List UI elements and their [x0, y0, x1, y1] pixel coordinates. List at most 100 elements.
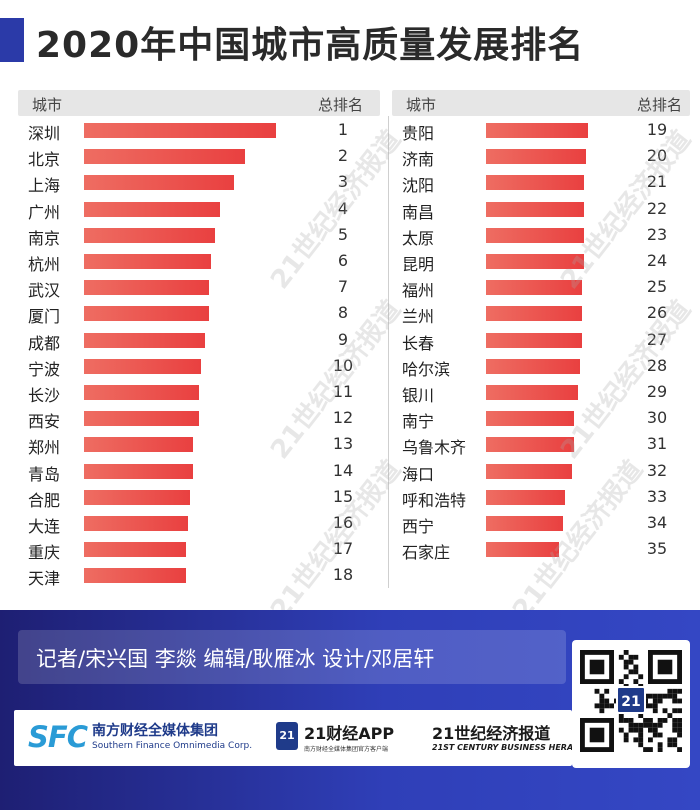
rank-value: 11	[332, 382, 354, 401]
qr-module	[648, 718, 653, 723]
ranking-row: 南宁 30	[392, 406, 690, 432]
city-name: 贵阳	[402, 124, 435, 143]
qr-module	[628, 727, 634, 733]
credits-box: 记者/宋兴国 李燚 编辑/耿雁冰 设计/邓居轩	[18, 630, 566, 684]
score-bar	[84, 516, 188, 531]
qr-module	[643, 722, 648, 728]
qr-module	[652, 708, 658, 714]
ranking-row: 西安 12	[18, 406, 380, 432]
qr-module	[648, 727, 653, 733]
qr-module	[652, 732, 658, 738]
qr-module	[623, 732, 629, 738]
score-bar	[84, 463, 193, 479]
qr-module	[618, 654, 624, 660]
ranking-row: 乌鲁木齐 31	[392, 432, 690, 458]
rank-value: 12	[332, 408, 354, 428]
column-header-city: 城市	[32, 96, 63, 114]
qr-module	[652, 698, 658, 704]
rank-value: 19	[646, 120, 668, 139]
qr-module	[604, 703, 610, 709]
ranking-row: 厦门 8	[18, 301, 380, 327]
rank-value: 27	[646, 329, 668, 349]
qr-module	[652, 693, 658, 699]
qr-module	[677, 708, 682, 714]
qr-module	[638, 674, 644, 680]
qr-module	[623, 737, 629, 743]
city-name: 厦门	[28, 307, 61, 327]
sfc-name-cn: 南方财经全媒体集团	[92, 723, 218, 739]
qr-code-pattern	[580, 650, 682, 752]
qr-module	[648, 747, 653, 752]
qr-module	[623, 718, 629, 723]
ranking-row: 银川 29	[392, 380, 690, 406]
city-name: 石家庄	[402, 543, 451, 563]
ranking-row: 南京 5	[18, 223, 380, 249]
qr-module	[667, 688, 673, 694]
qr-module	[672, 742, 678, 748]
city-name: 太原	[402, 228, 435, 248]
qr-module	[633, 664, 639, 670]
qr-module	[648, 703, 653, 709]
qr-module	[672, 727, 678, 733]
score-bar	[486, 306, 582, 322]
city-name: 青岛	[28, 464, 61, 484]
qr-logo-badge: 21	[616, 686, 646, 714]
score-bar	[486, 542, 559, 558]
ranking-row: 青岛 14	[18, 459, 380, 485]
ranking-row: 广州 4	[18, 197, 380, 223]
city-name: 南京	[28, 228, 61, 248]
city-name: 沈阳	[402, 176, 435, 196]
qr-module	[628, 659, 634, 665]
qr-module	[657, 747, 663, 752]
qr-module	[638, 742, 644, 748]
qr-module	[633, 727, 639, 733]
score-bar	[486, 280, 582, 296]
ranking-row: 沈阳 21	[392, 170, 690, 196]
city-name: 乌鲁木齐	[402, 438, 467, 458]
rank-value: 30	[646, 408, 668, 428]
qr-module	[643, 747, 648, 752]
score-bar	[486, 463, 572, 479]
qr-module	[667, 693, 673, 699]
sfc-name-en: Southern Finance Omnimedia Corp.	[92, 741, 253, 751]
qr-module	[657, 732, 663, 738]
logo-strip: SFC 南方财经全媒体集团 Southern Finance Omnimedia…	[14, 710, 585, 766]
rank-value: 17	[332, 539, 354, 559]
qr-module	[662, 708, 668, 714]
qr-module	[638, 713, 644, 718]
ranking-row: 济南 20	[392, 144, 690, 170]
qr-finder-center	[657, 659, 673, 675]
qr-module	[677, 688, 682, 694]
qr-module	[604, 698, 610, 704]
city-name: 福州	[402, 281, 435, 301]
score-bar	[84, 542, 186, 558]
column-header-rank: 总排名	[637, 96, 683, 114]
rank-value: 2	[337, 146, 349, 166]
city-name: 天津	[28, 569, 61, 589]
qr-module	[628, 654, 634, 660]
score-bar	[486, 149, 586, 165]
app-logo-icon: 21	[276, 722, 298, 750]
qr-module	[599, 708, 605, 714]
score-bar	[486, 175, 584, 191]
rank-value: 13	[332, 434, 354, 454]
qr-code[interactable]: 21	[572, 640, 690, 768]
rank-value: 22	[646, 198, 668, 218]
rank-value: 14	[332, 460, 354, 480]
score-bar	[84, 332, 205, 348]
qr-module	[672, 698, 678, 704]
qr-module	[638, 732, 644, 738]
rank-value: 16	[332, 513, 354, 532]
qr-module	[594, 703, 600, 709]
ranking-row: 深圳 1	[18, 118, 380, 144]
table-header-right: 城市 总排名	[392, 90, 690, 116]
score-bar	[84, 175, 234, 191]
qr-module	[623, 674, 629, 680]
title-bar: 2020年中国城市高质量发展排名	[0, 0, 700, 80]
rank-value: 8	[337, 303, 349, 323]
rank-value: 15	[332, 486, 354, 506]
city-name: 郑州	[28, 438, 61, 458]
score-bar	[84, 254, 211, 269]
ranking-row: 呼和浩特 33	[392, 485, 690, 511]
score-bar	[84, 437, 193, 453]
